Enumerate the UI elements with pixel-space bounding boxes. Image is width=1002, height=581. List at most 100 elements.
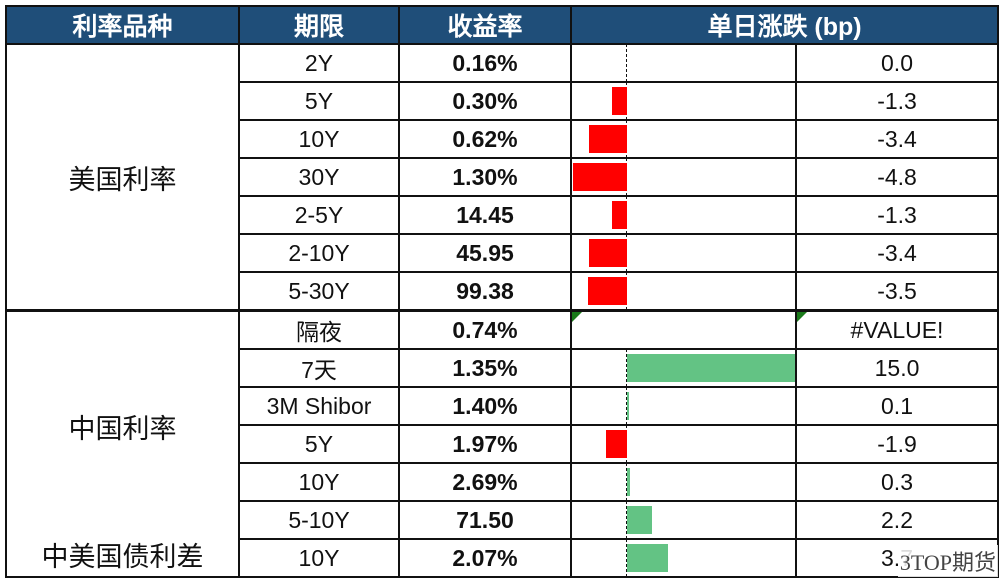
yield-cell: 0.16% bbox=[398, 43, 572, 83]
zero-axis bbox=[626, 539, 627, 577]
yield-cell: 1.30% bbox=[398, 157, 572, 197]
term-cell: 2-10Y bbox=[238, 233, 400, 273]
negative-bar bbox=[612, 201, 627, 229]
table-row: 中国利率 中美国债利差 隔夜 0.74% #VALUE! bbox=[5, 309, 1000, 578]
negative-bar bbox=[612, 87, 627, 115]
change-bar-cell bbox=[570, 271, 797, 312]
change-value-cell: -3.5 bbox=[794, 271, 1000, 312]
zero-axis bbox=[626, 349, 627, 387]
error-indicator-icon bbox=[797, 312, 807, 322]
negative-bar bbox=[588, 125, 627, 153]
yield-cell: 1.40% bbox=[398, 386, 572, 426]
positive-bar bbox=[627, 544, 669, 572]
change-bar-cell bbox=[570, 462, 797, 502]
term-cell: 10Y bbox=[238, 462, 400, 502]
category-cell: 美国利率 bbox=[5, 43, 240, 312]
positive-bar bbox=[627, 354, 795, 382]
header-category: 利率品种 bbox=[5, 5, 240, 45]
change-value-cell: -3.4 bbox=[794, 233, 1000, 273]
change-value-cell: 2.2 bbox=[794, 500, 1000, 540]
term-cell: 5Y bbox=[238, 424, 400, 464]
term-cell: 5Y bbox=[238, 81, 400, 121]
table-row: 2-5Y 14.45 -1.3 bbox=[6, 195, 1000, 235]
zero-axis bbox=[626, 501, 627, 539]
negative-bar bbox=[587, 277, 627, 305]
error-indicator-icon bbox=[572, 312, 582, 322]
change-value-cell: -4.8 bbox=[794, 157, 1000, 197]
change-bar-cell bbox=[570, 348, 797, 388]
yield-cell: 71.50 bbox=[398, 500, 572, 540]
table-row: 3M Shibor 1.40% 0.1 bbox=[6, 386, 1000, 426]
change-value: #VALUE! bbox=[850, 316, 944, 343]
table-row: 30Y 1.30% -4.8 bbox=[6, 157, 1000, 197]
change-bar-cell bbox=[570, 538, 797, 578]
change-value-cell: #VALUE! bbox=[794, 309, 1000, 350]
change-bar-cell bbox=[570, 43, 797, 83]
change-value-cell: 0.1 bbox=[794, 386, 1000, 426]
yield-cell: 2.69% bbox=[398, 462, 572, 502]
header-change: 单日涨跌 (bp) bbox=[569, 5, 1000, 45]
term-cell: 2Y bbox=[238, 43, 400, 83]
yield-cell: 99.38 bbox=[398, 271, 572, 312]
zero-axis bbox=[626, 463, 627, 501]
yield-cell: 0.30% bbox=[398, 81, 572, 121]
change-value-cell: -3.4 bbox=[794, 119, 1000, 159]
negative-bar bbox=[573, 163, 627, 191]
term-cell: 10Y bbox=[238, 538, 400, 578]
header-row: 利率品种 期限 收益率 单日涨跌 (bp) bbox=[5, 5, 1000, 45]
term-cell: 3M Shibor bbox=[238, 386, 400, 426]
change-value-cell: -1.3 bbox=[794, 195, 1000, 235]
watermark: 3TOP期货 bbox=[897, 545, 998, 577]
change-value-cell: -1.3 bbox=[794, 81, 1000, 121]
change-bar-cell bbox=[570, 500, 797, 540]
term-cell: 30Y bbox=[238, 157, 400, 197]
yield-cell: 1.97% bbox=[398, 424, 572, 464]
header-term: 期限 bbox=[238, 5, 400, 45]
positive-bar bbox=[627, 506, 652, 534]
change-value-cell: 0.3 bbox=[794, 462, 1000, 502]
table-body: 美国利率 2Y 0.16% 0.0 5Y 0.30% -1.3 10Y 0.62% -3.4 30Y… bbox=[5, 43, 1000, 578]
term-cell: 5-30Y bbox=[238, 271, 400, 312]
table-row: 美国利率 2Y 0.16% 0.0 bbox=[5, 43, 1000, 312]
category-cell: 中国利率中美国债利差 bbox=[5, 309, 240, 578]
change-bar-cell bbox=[570, 119, 797, 159]
table-row: 5Y 0.30% -1.3 bbox=[6, 81, 1000, 121]
change-bar-cell bbox=[570, 233, 797, 273]
change-bar-cell bbox=[570, 81, 797, 121]
table-row: 5Y 1.97% -1.9 bbox=[6, 424, 1000, 464]
term-cell: 2-5Y bbox=[238, 195, 400, 235]
rates-table: 利率品种 期限 收益率 单日涨跌 (bp) 美国利率 2Y 0.16% 0.0 5Y 0.… bbox=[5, 5, 1000, 578]
table-row: 5-30Y 99.38 -3.5 bbox=[6, 271, 1000, 312]
change-value-cell: -1.9 bbox=[794, 424, 1000, 464]
change-value-cell: 0.0 bbox=[794, 43, 1000, 83]
term-cell: 隔夜 bbox=[238, 309, 400, 350]
term-cell: 10Y bbox=[238, 119, 400, 159]
table-row: 2-10Y 45.95 -3.4 bbox=[6, 233, 1000, 273]
negative-bar bbox=[605, 430, 627, 458]
table-row: 5-10Y 71.50 2.2 bbox=[6, 500, 1000, 540]
change-bar-cell bbox=[570, 424, 797, 464]
change-bar-cell bbox=[570, 195, 797, 235]
zero-axis bbox=[626, 44, 627, 82]
category-label-spread: 中美国债利差 bbox=[41, 542, 204, 572]
negative-bar bbox=[588, 239, 627, 267]
positive-bar bbox=[627, 468, 631, 496]
yield-cell: 14.45 bbox=[398, 195, 572, 235]
yield-cell: 1.35% bbox=[398, 348, 572, 388]
change-bar-cell bbox=[570, 157, 797, 197]
zero-axis bbox=[626, 387, 627, 425]
term-cell: 5-10Y bbox=[238, 500, 400, 540]
category-label-china: 中国利率 bbox=[68, 414, 177, 444]
yield-cell: 2.07% bbox=[398, 538, 572, 578]
term-cell: 7天 bbox=[238, 348, 400, 388]
table-row: 10Y 0.62% -3.4 bbox=[6, 119, 1000, 159]
change-bar-cell bbox=[570, 309, 797, 350]
header-yield: 收益率 bbox=[398, 5, 572, 45]
positive-bar bbox=[627, 392, 629, 420]
table-row: 10Y 2.69% 0.3 bbox=[6, 462, 1000, 502]
table-row: 7天 1.35% 15.0 bbox=[6, 348, 1000, 388]
yield-cell: 0.74% bbox=[398, 309, 572, 350]
change-bar-cell bbox=[570, 386, 797, 426]
change-value-cell: 15.0 bbox=[794, 348, 1000, 388]
yield-cell: 0.62% bbox=[398, 119, 572, 159]
